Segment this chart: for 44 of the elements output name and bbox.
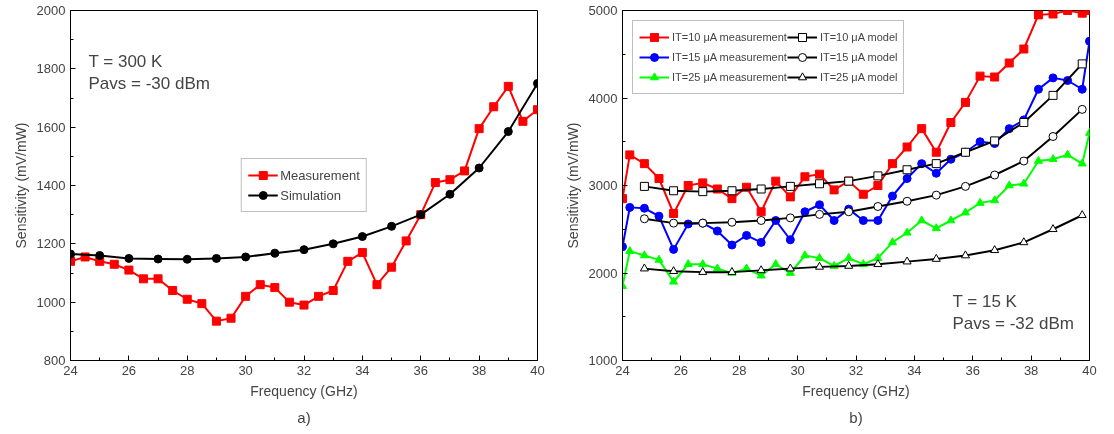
y-axis-title: Sensitivity (mV/mW): [564, 122, 581, 249]
x-tick-label: 36: [965, 362, 980, 378]
legend-label: Measurement: [280, 167, 360, 183]
legend-label: Simulation: [280, 187, 341, 203]
x-tick-label: 36: [413, 362, 428, 378]
y-tick-label: 4000: [588, 90, 618, 106]
y-tick-label: 1400: [36, 178, 66, 193]
x-tick-label: 28: [732, 362, 747, 378]
x-tick-label: 26: [673, 362, 689, 378]
y-tick-label: 2000: [36, 3, 66, 18]
x-tick-label: 26: [121, 362, 137, 378]
y-tick-label: 2000: [588, 265, 618, 281]
annotation: T = 300 K: [88, 51, 164, 71]
legend-label: IT=10 μA measurement: [672, 31, 787, 43]
x-tick-label: 30: [790, 362, 805, 378]
y-tick-label: 1800: [36, 61, 66, 77]
y-tick-label: 1000: [36, 294, 66, 310]
x-tick-label: 32: [848, 362, 864, 378]
x-tick-label: 28: [180, 362, 195, 378]
x-tick-label: 34: [355, 362, 370, 378]
annotation: T = 15 K: [952, 291, 1018, 311]
x-tick-label: 38: [471, 362, 487, 378]
legend-label: IT=15 μA measurement: [672, 51, 787, 63]
x-axis-title: Frequency (GHz): [250, 382, 358, 399]
annotation: Pavs = -30 dBm: [88, 73, 210, 93]
y-tick-label: 1600: [36, 119, 66, 135]
legend-label: IT=10 μA model: [819, 31, 898, 43]
text: b): [849, 408, 863, 426]
x-tick-label: 38: [1023, 362, 1039, 378]
y-tick-label: 1200: [36, 236, 66, 252]
y-axis-title: Sensitivity (mV/mW): [12, 122, 29, 249]
x-axis-title: Frequency (GHz): [802, 382, 910, 399]
text: a): [297, 408, 311, 426]
legend-label: IT=25 μA model: [819, 71, 898, 83]
x-tick-label: 34: [907, 362, 922, 378]
y-tick-label: 3000: [588, 178, 618, 193]
annotation: Pavs = -32 dBm: [952, 313, 1074, 333]
legend-label: IT=15 μA model: [819, 51, 898, 63]
x-tick-label: 40: [530, 362, 545, 378]
x-tick-label: 32: [296, 362, 312, 378]
x-tick-label: 30: [238, 362, 253, 378]
y-tick-label: 5000: [588, 3, 618, 18]
x-tick-label: 40: [1082, 362, 1097, 378]
legend-label: IT=25 μA measurement: [672, 71, 787, 83]
